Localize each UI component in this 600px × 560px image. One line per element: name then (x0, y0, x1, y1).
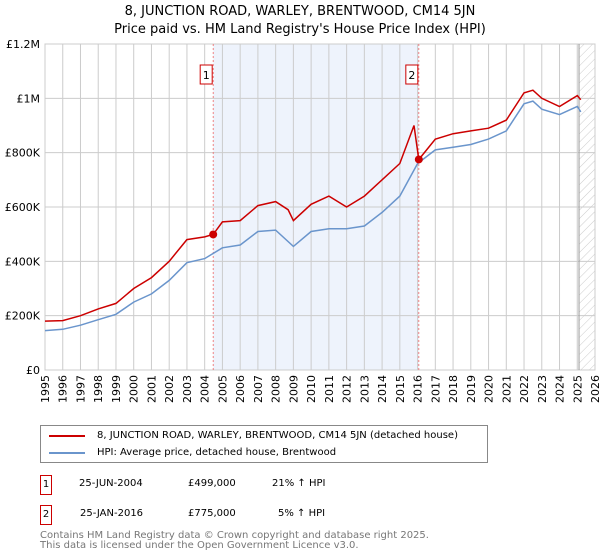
legend-item-property: 8, JUNCTION ROAD, WARLEY, BRENTWOOD, CM1… (49, 430, 458, 441)
transaction-hpi: 21% ↑ HPI (272, 478, 326, 489)
subtitle-line: Price paid vs. HM Land Registry's House … (114, 22, 486, 37)
x-tick-label: 2008 (270, 375, 283, 403)
transaction-price: £499,000 (188, 478, 236, 489)
x-tick-label: 2001 (145, 375, 158, 403)
legend-swatch-blue (49, 451, 85, 454)
x-tick-label: 1995 (39, 375, 52, 403)
transaction-date: 25-JUN-2004 (79, 478, 143, 489)
annotation-label: 2 (408, 69, 415, 82)
y-tick-label: £800K (5, 147, 41, 160)
footer-line: This data is licensed under the Open Gov… (40, 540, 359, 551)
x-tick-label: 2022 (518, 375, 531, 403)
x-tick-label: 2003 (181, 375, 194, 403)
x-tick-label: 2007 (252, 375, 265, 403)
transaction-badge: 1 (40, 475, 52, 495)
x-tick-label: 2010 (305, 375, 318, 403)
legend-swatch-red (49, 434, 85, 437)
x-tick-label: 2023 (536, 375, 549, 403)
transaction-price: £775,000 (188, 508, 236, 519)
plot-frame (44, 43, 596, 371)
y-tick-label: £1M (17, 92, 41, 105)
annotation-label: 1 (203, 69, 210, 82)
transaction-badge: 2 (40, 505, 52, 525)
sale-point (209, 230, 218, 239)
x-tick-label: 2020 (483, 375, 496, 403)
x-tick-label: 2011 (323, 375, 336, 403)
x-tick-label: 2017 (429, 375, 442, 403)
transaction-hpi: 5% ↑ HPI (278, 508, 326, 519)
annotation-box (405, 64, 419, 85)
x-tick-label: 1998 (92, 375, 105, 403)
x-tick-label: 2004 (199, 375, 212, 403)
price-chart: 1995 1996 1997 1998 1999 2000 2001 2002 2003 2004… (5, 38, 600, 403)
transaction-date: 25-JAN-2016 (80, 508, 144, 519)
x-tick-label: 2006 (234, 375, 247, 403)
y-tick-label: £400K (5, 255, 41, 268)
legend-item-hpi: HPI: Average price, detached house, Bren… (49, 447, 336, 458)
x-tick-label: 2025 (571, 375, 584, 403)
y-tick-label: £1.2M (6, 38, 40, 51)
legend-label: HPI: Average price, detached house, Bren… (97, 447, 337, 458)
x-tick-label: 2009 (287, 375, 300, 403)
x-tick-label: 1996 (57, 375, 70, 403)
x-tick-label: 2019 (465, 375, 478, 403)
x-tick-label: 2000 (128, 375, 141, 403)
x-tick-label: 2012 (341, 375, 354, 403)
annotation-box (199, 64, 213, 85)
x-tick-label: 2002 (163, 375, 176, 403)
transaction-row: 2 25-JAN-2016 £775,000 5% ↑ HPI (40, 505, 440, 525)
transaction-row: 1 25-JUN-2004 £499,000 21% ↑ HPI (40, 475, 440, 495)
y-tick-label: £0 (26, 364, 40, 377)
footer-line: Contains HM Land Registry data © Crown c… (40, 530, 429, 541)
sale-point (414, 155, 423, 164)
x-tick-label: 2018 (447, 375, 460, 403)
x-tick-label: 2005 (216, 375, 229, 403)
x-tick-label: 2024 (554, 375, 567, 403)
x-tick-label: 1999 (110, 375, 123, 403)
x-tick-label: 1997 (74, 375, 87, 403)
title-line: 8, JUNCTION ROAD, WARLEY, BRENTWOOD, CM1… (124, 4, 476, 19)
property-price-line (44, 89, 582, 322)
y-tick-label: £600K (5, 201, 41, 214)
x-tick-label: 2013 (358, 375, 371, 403)
legend: 8, JUNCTION ROAD, WARLEY, BRENTWOOD, CM1… (40, 425, 488, 463)
hpi-line (44, 100, 582, 332)
x-tick-label: 2015 (394, 375, 407, 403)
legend-label: 8, JUNCTION ROAD, WARLEY, BRENTWOOD, CM1… (97, 430, 458, 441)
x-tick-label: 2021 (500, 375, 513, 403)
x-tick-label: 2026 (589, 375, 600, 403)
footer: Contains HM Land Registry data © Crown c… (40, 531, 429, 551)
x-tick-label: 2014 (376, 375, 389, 403)
x-tick-label: 2016 (412, 375, 425, 403)
chart-title: 8, JUNCTION ROAD, WARLEY, BRENTWOOD, CM1… (0, 3, 600, 39)
y-tick-label: £200K (5, 310, 41, 323)
